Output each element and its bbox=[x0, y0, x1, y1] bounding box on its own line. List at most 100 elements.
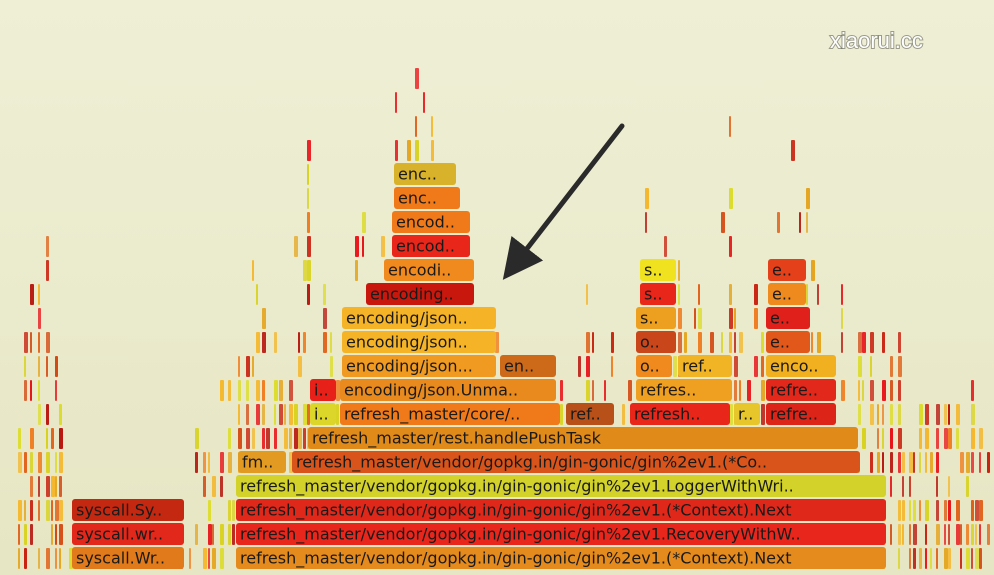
sliver bbox=[24, 500, 26, 521]
sliver bbox=[294, 236, 298, 257]
sliver bbox=[890, 452, 893, 473]
sliver bbox=[944, 524, 946, 545]
sliver bbox=[898, 428, 902, 449]
sliver bbox=[298, 332, 300, 353]
frame bbox=[236, 523, 886, 545]
sliver bbox=[279, 380, 283, 401]
sliver bbox=[678, 332, 682, 353]
sliver bbox=[30, 500, 33, 521]
sliver bbox=[948, 476, 950, 497]
sliver bbox=[979, 428, 983, 449]
sliver bbox=[307, 212, 310, 233]
sliver bbox=[909, 548, 911, 569]
sliver bbox=[870, 452, 873, 473]
sliver bbox=[18, 548, 20, 569]
sliver bbox=[936, 428, 939, 449]
frame-label: i.. bbox=[314, 405, 329, 424]
sliver bbox=[841, 380, 845, 401]
sliver bbox=[578, 356, 581, 377]
sliver bbox=[362, 236, 364, 257]
sliver bbox=[252, 356, 254, 377]
sliver bbox=[729, 332, 732, 353]
sliver bbox=[902, 476, 904, 497]
sliver bbox=[284, 404, 286, 425]
sliver bbox=[203, 452, 206, 473]
sliver bbox=[902, 452, 905, 473]
sliver bbox=[799, 212, 801, 233]
sliver bbox=[307, 284, 310, 305]
sliver bbox=[678, 260, 680, 281]
sliver bbox=[46, 548, 50, 569]
sliver bbox=[971, 428, 975, 449]
frame-label: encoding/json.. bbox=[346, 333, 468, 352]
sliver bbox=[586, 380, 590, 401]
sliver bbox=[898, 332, 901, 353]
sliver bbox=[898, 524, 901, 545]
frame bbox=[384, 259, 474, 281]
sliver bbox=[858, 356, 862, 377]
sliver bbox=[336, 404, 339, 425]
sliver bbox=[212, 524, 214, 545]
frame-label: refre.. bbox=[770, 405, 818, 424]
sliver bbox=[739, 332, 743, 353]
frame-label: refresh_master/rest.handlePushTask bbox=[312, 429, 602, 449]
sliver bbox=[913, 452, 915, 473]
frame-label: encoding/json... bbox=[346, 357, 473, 376]
sliver bbox=[208, 524, 212, 545]
sliver bbox=[979, 500, 983, 521]
sliver bbox=[919, 500, 921, 521]
sliver bbox=[979, 524, 981, 545]
sliver bbox=[560, 380, 563, 401]
frame-label: refresh_master/vendor/gopkg.in/gin-gonic… bbox=[240, 501, 791, 521]
sliver bbox=[59, 404, 62, 425]
arrow bbox=[502, 123, 625, 280]
sliver bbox=[51, 524, 53, 545]
sliver bbox=[55, 476, 57, 497]
sliver bbox=[694, 308, 696, 329]
sliver bbox=[274, 332, 277, 353]
frame-label: refresh_master/vendor/gopkg.in/gin-gonic… bbox=[240, 477, 794, 497]
sliver bbox=[698, 308, 702, 329]
sliver bbox=[55, 452, 57, 473]
sliver bbox=[902, 524, 904, 545]
sliver bbox=[30, 332, 32, 353]
sliver bbox=[698, 332, 702, 353]
sliver bbox=[232, 524, 235, 545]
frame-label: encod.. bbox=[396, 237, 455, 256]
sliver bbox=[761, 380, 765, 401]
frame-label: e.. bbox=[770, 333, 790, 352]
sliver bbox=[220, 524, 224, 545]
sliver bbox=[628, 380, 632, 401]
sliver bbox=[936, 404, 940, 425]
sliver bbox=[971, 380, 974, 401]
sliver bbox=[971, 524, 974, 545]
sliver bbox=[38, 380, 40, 401]
frame-label: refresh_master/vendor/gopkg.in/gin-gonic… bbox=[240, 525, 801, 545]
sliver bbox=[330, 356, 333, 377]
frame-label: refresh_master/core/.. bbox=[344, 405, 520, 425]
sliver bbox=[415, 116, 417, 137]
frame-label: syscall.Sy.. bbox=[76, 501, 162, 520]
sliver bbox=[381, 236, 385, 257]
sliver bbox=[46, 332, 50, 353]
sliver bbox=[423, 92, 425, 113]
sliver bbox=[975, 500, 979, 521]
sliver bbox=[431, 140, 434, 161]
sliver bbox=[24, 524, 27, 545]
sliver bbox=[890, 404, 893, 425]
sliver bbox=[817, 284, 819, 305]
sliver bbox=[246, 356, 250, 377]
sliver bbox=[761, 332, 764, 353]
frame bbox=[342, 355, 496, 377]
sliver bbox=[238, 380, 241, 401]
sliver bbox=[611, 356, 613, 377]
sliver bbox=[698, 284, 700, 305]
frame bbox=[766, 403, 836, 425]
frame-label: refre.. bbox=[770, 381, 818, 400]
sliver bbox=[38, 404, 41, 425]
sliver bbox=[841, 308, 843, 329]
sliver bbox=[919, 428, 922, 449]
frame-label: ref.. bbox=[570, 405, 601, 424]
sliver bbox=[979, 548, 982, 569]
sliver bbox=[256, 404, 260, 425]
